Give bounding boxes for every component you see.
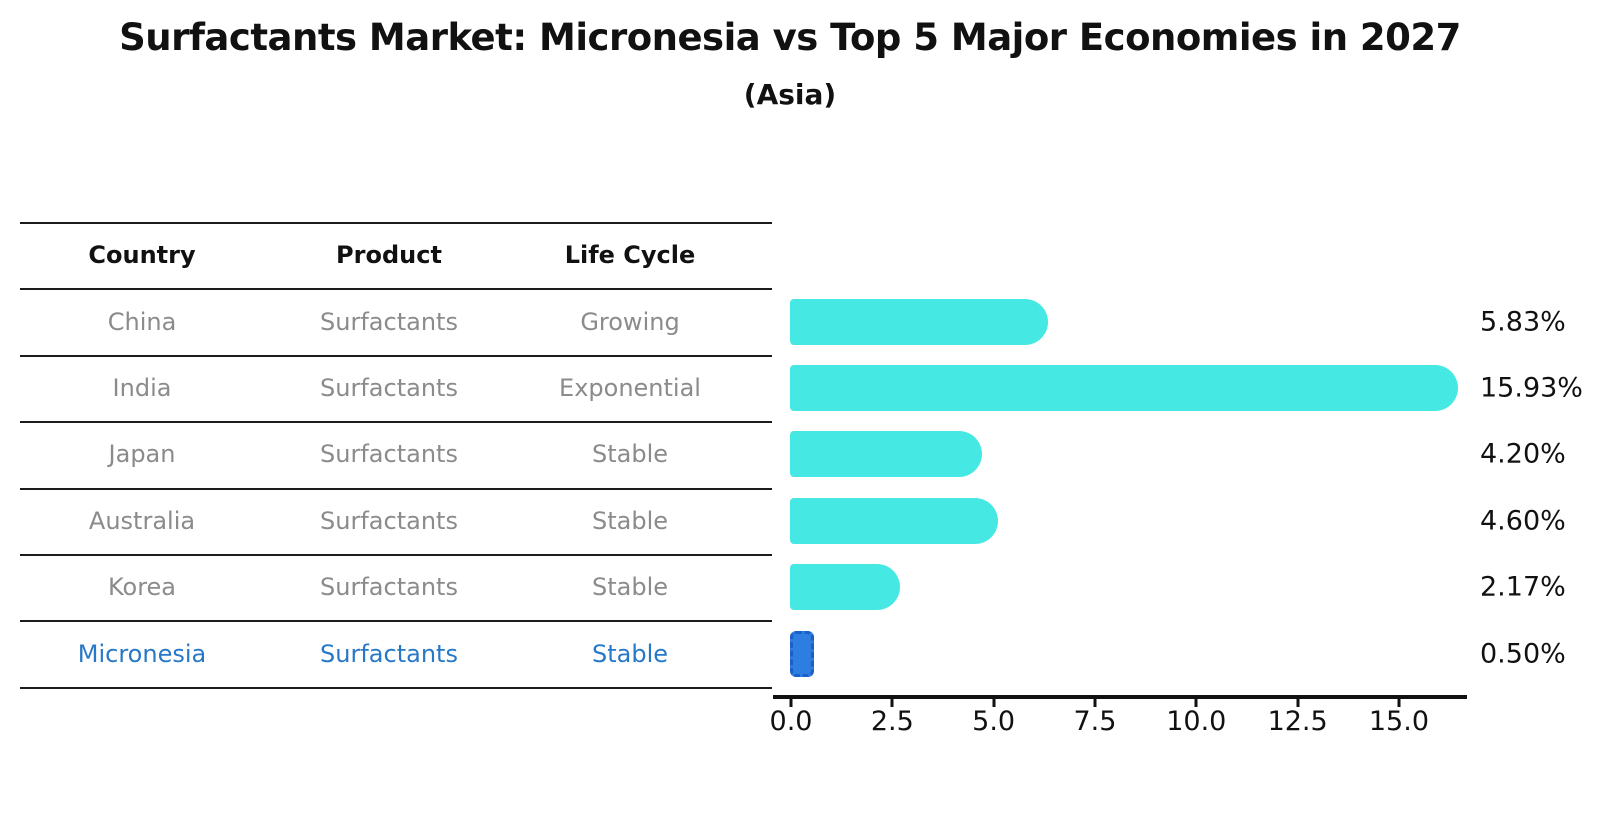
value-label: 5.83% [1480, 306, 1566, 338]
x-tick-label: 0.0 [769, 706, 813, 737]
bar-india [790, 365, 1458, 411]
bar-korea [790, 564, 900, 611]
table-header-product: Product [336, 241, 442, 270]
x-tick [992, 698, 996, 707]
product-cell: Surfactants [320, 573, 458, 602]
x-tick [1296, 698, 1300, 707]
x-tick [1093, 698, 1097, 707]
country-cell: India [112, 374, 172, 402]
x-tick-label: 5.0 [972, 706, 1016, 737]
bar-micronesia [790, 630, 815, 677]
table-rule [20, 487, 772, 490]
product-cell: Surfactants [320, 639, 458, 668]
page-subtitle: (Asia) [743, 78, 837, 111]
x-tick-label: 15.0 [1368, 706, 1429, 737]
table-rule [20, 288, 772, 291]
x-axis-spine [773, 695, 1467, 699]
country-cell: China [107, 307, 177, 336]
life-cycle-cell: Exponential [559, 374, 701, 402]
product-cell: Surfactants [320, 307, 458, 336]
life-cycle-cell: Stable [591, 506, 669, 535]
country-cell: Australia [88, 506, 196, 535]
product-cell: Surfactants [320, 440, 458, 469]
life-cycle-cell: Stable [591, 440, 669, 469]
value-label: 4.60% [1480, 505, 1566, 537]
table-rule [20, 421, 772, 424]
value-label: 15.93% [1480, 372, 1583, 404]
value-label: 0.50% [1480, 638, 1566, 670]
x-tick-label: 10.0 [1166, 706, 1227, 737]
x-tick-label: 2.5 [870, 706, 914, 737]
product-cell: Surfactants [320, 506, 458, 535]
value-label: 4.20% [1480, 438, 1566, 470]
table-rule [20, 620, 772, 623]
life-cycle-cell: Stable [591, 639, 669, 668]
x-tick [1397, 698, 1401, 707]
x-tick-label: 12.5 [1267, 706, 1328, 737]
table-header-life-cycle: Life Cycle [564, 241, 696, 270]
bar-japan [790, 431, 983, 478]
page-title: Surfactants Market: Micronesia vs Top 5 … [119, 16, 1461, 59]
x-tick-label: 7.5 [1073, 706, 1117, 737]
country-cell: Korea [107, 573, 177, 602]
table-rule [20, 686, 772, 689]
product-cell: Surfactants [320, 374, 458, 402]
table-rule [20, 554, 772, 556]
value-label: 2.17% [1480, 571, 1566, 603]
life-cycle-cell: Growing [580, 307, 680, 336]
x-tick [890, 698, 894, 707]
x-tick [789, 698, 793, 707]
country-cell: Micronesia [77, 639, 207, 668]
x-tick [1194, 698, 1198, 707]
table-header-country: Country [88, 241, 196, 270]
bar-china [790, 298, 1049, 345]
bar-australia [790, 497, 999, 544]
table-rule [20, 354, 772, 357]
table-rule [20, 222, 772, 224]
country-cell: Japan [108, 440, 176, 469]
life-cycle-cell: Stable [591, 573, 669, 602]
